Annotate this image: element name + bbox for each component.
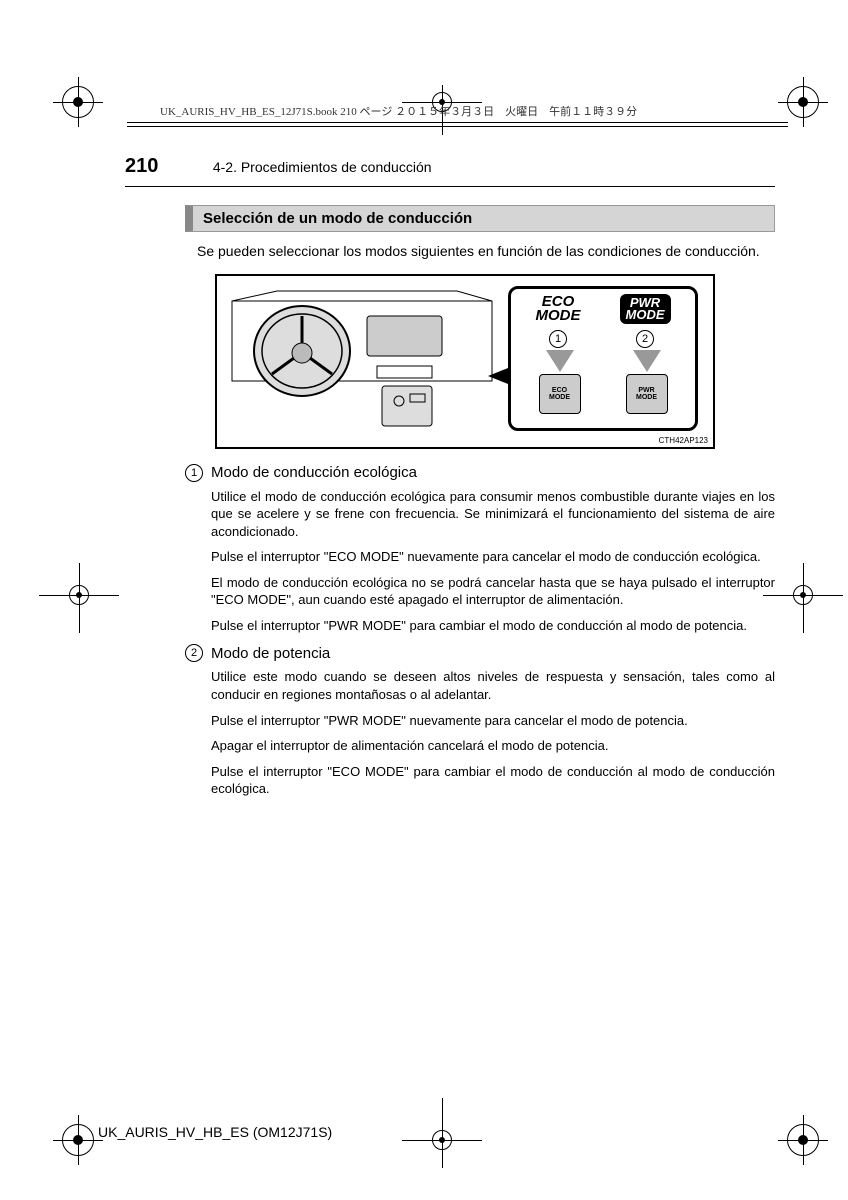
item-2-para: Apagar el interruptor de alimentación ca… <box>211 737 775 755</box>
dashboard-diagram: ECO MODE PWR MODE 1 ECOM <box>215 274 775 449</box>
crop-mark-bl <box>58 1120 98 1160</box>
header-rule-1 <box>127 122 788 123</box>
item-2-para: Utilice este modo cuando se deseen altos… <box>211 668 775 703</box>
footer-code: UK_AURIS_HV_HB_ES (OM12J71S) <box>98 1124 332 1140</box>
meta-header: UK_AURIS_HV_HB_ES_12J71S.book 210 ページ ２０… <box>160 103 637 119</box>
page-header: 210 4-2. Procedimientos de conducción <box>125 155 775 187</box>
item-1-para: Pulse el interruptor "PWR MODE" para cam… <box>211 617 775 635</box>
list-item-1: 1 Modo de conducción ecológica Utilice e… <box>185 464 775 635</box>
reg-mark-left <box>67 583 91 607</box>
header-rule-2 <box>127 126 788 127</box>
item-num-1: 1 <box>185 464 203 482</box>
item-2-para: Pulse el interruptor "PWR MODE" nuevamen… <box>211 712 775 730</box>
item-title-1: Modo de conducción ecológica <box>211 464 417 481</box>
intro-text: Se pueden seleccionar los modos siguient… <box>185 242 775 262</box>
item-1-para: Utilice el modo de conducción ecológica … <box>211 488 775 541</box>
dashboard-illustration <box>227 286 497 436</box>
item-1-para: El modo de conducción ecológica no se po… <box>211 574 775 609</box>
item-title-2: Modo de potencia <box>211 645 330 662</box>
callout-num-1: 1 <box>549 330 567 348</box>
pwr-label-line2: MODE <box>626 309 665 321</box>
section-title: Selección de un modo de conducción <box>185 205 775 232</box>
item-num-2: 2 <box>185 644 203 662</box>
reg-mark-right <box>791 583 815 607</box>
pwr-mode-button: PWRMODE <box>626 374 668 414</box>
crop-mark-tl <box>58 82 98 122</box>
arrow-icon <box>546 350 574 372</box>
reg-mark-bottom <box>430 1128 454 1152</box>
item-2-para: Pulse el interruptor "ECO MODE" para cam… <box>211 763 775 798</box>
eco-label-line2: MODE <box>536 309 581 323</box>
diagram-code: CTH42AP123 <box>659 436 708 445</box>
arrow-icon <box>633 350 661 372</box>
callout-num-2: 2 <box>636 330 654 348</box>
item-1-para: Pulse el interruptor "ECO MODE" nuevamen… <box>211 548 775 566</box>
crop-mark-br <box>783 1120 823 1160</box>
section-label: 4-2. Procedimientos de conducción <box>213 159 432 175</box>
page-number: 210 <box>125 155 158 178</box>
page-content: 210 4-2. Procedimientos de conducción Se… <box>125 155 775 808</box>
eco-mode-button: ECOMODE <box>539 374 581 414</box>
mode-callout: ECO MODE PWR MODE 1 ECOM <box>508 286 698 431</box>
crop-mark-tr <box>783 82 823 122</box>
list-item-2: 2 Modo de potencia Utilice este modo cua… <box>185 644 775 797</box>
